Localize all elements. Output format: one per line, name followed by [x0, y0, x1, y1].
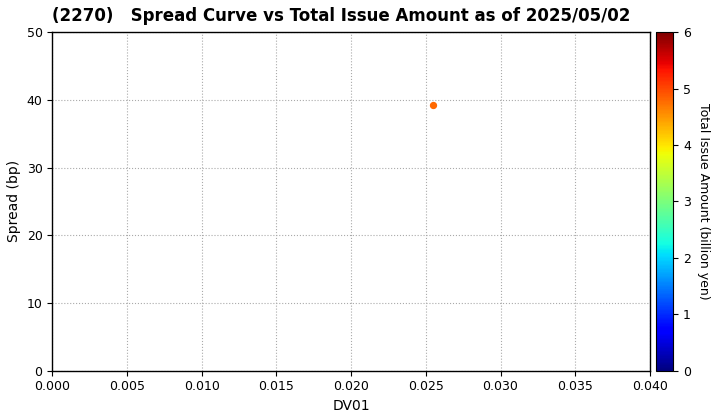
Point	[428, 101, 439, 108]
Text: (2270)   Spread Curve vs Total Issue Amount as of 2025/05/02: (2270) Spread Curve vs Total Issue Amoun…	[53, 7, 631, 25]
X-axis label: DV01: DV01	[332, 399, 370, 413]
Y-axis label: Total Issue Amount (billion yen): Total Issue Amount (billion yen)	[698, 103, 711, 300]
Y-axis label: Spread (bp): Spread (bp)	[7, 160, 21, 242]
